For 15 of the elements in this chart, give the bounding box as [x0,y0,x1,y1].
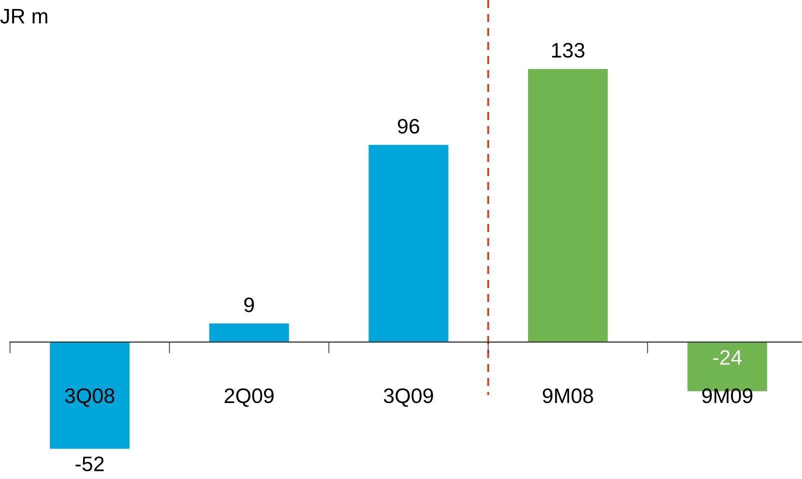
bar [528,68,608,342]
x-tick-label: 9M09 [702,388,752,404]
data-label: -52 [76,456,104,472]
x-tick-label: 2Q09 [224,388,274,407]
x-tick-label: 9M08 [542,388,594,404]
bar [209,324,289,342]
data-label: 9 [244,297,254,312]
data-label: 133 [552,42,584,58]
data-label: -24 [713,350,742,365]
bar [368,144,448,342]
data-label: 96 [398,118,420,134]
bar [50,342,130,449]
x-tick-label: 3Q08 [65,388,114,407]
x-tick-label: 3Q09 [384,388,433,407]
y-axis-title: JR m [0,9,48,24]
